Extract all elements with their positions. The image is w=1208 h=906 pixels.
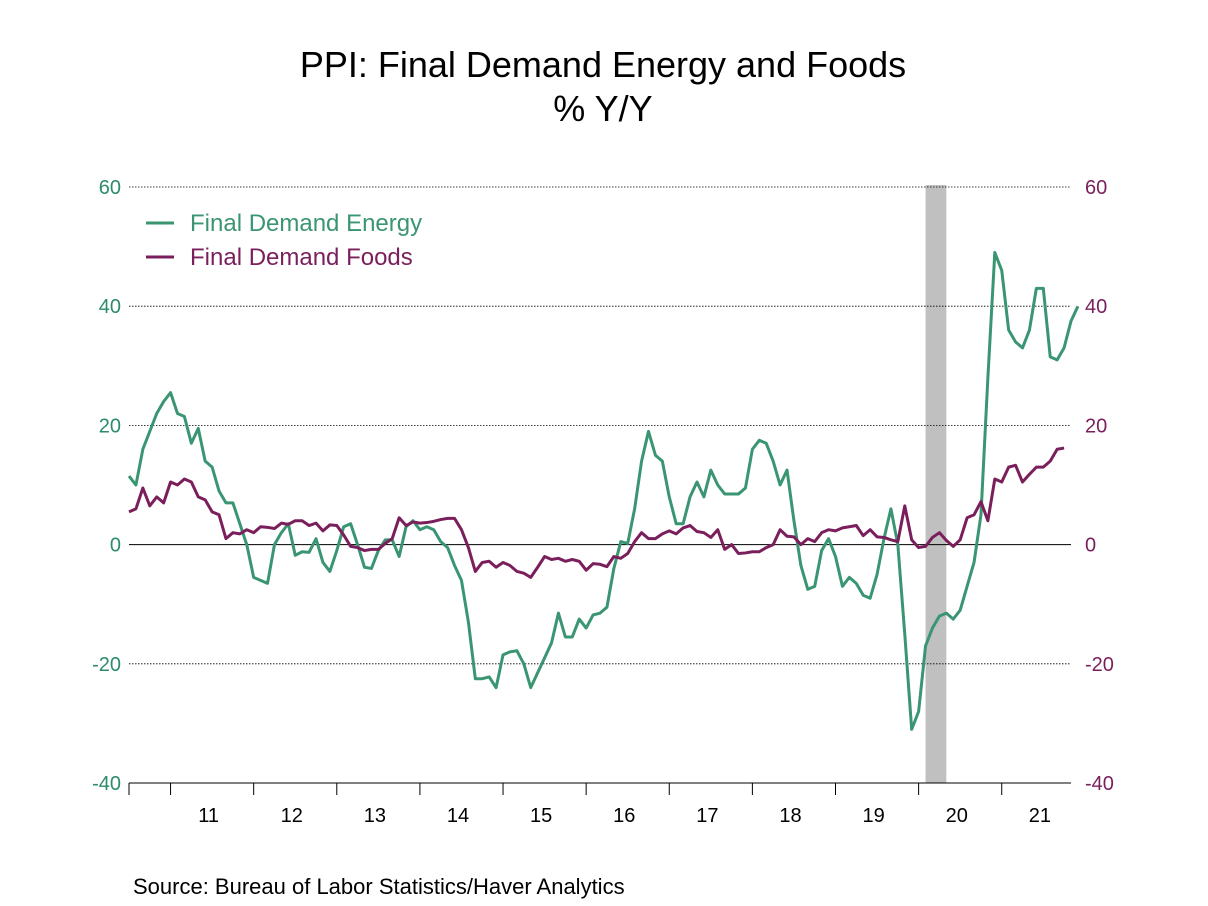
recession-band — [925, 185, 947, 783]
x-tick-label: 19 — [862, 805, 884, 827]
y-tick-label-left: -40 — [92, 773, 121, 795]
x-tick-label: 18 — [779, 805, 801, 827]
x-tick-label: 12 — [281, 805, 303, 827]
axes: 11 12 13 14 15 16 17 18 19 20 21 60 40 20 0 -20 -40 60 40 2… — [92, 177, 1114, 827]
y-tick-label-left: 60 — [99, 177, 121, 199]
y-tick-label-left: 0 — [110, 535, 121, 557]
legend: Final Demand Energy Final Demand Foods — [146, 210, 422, 271]
source-note: Source: Bureau of Labor Statistics/Haver… — [133, 874, 625, 899]
y-tick-label-right: -40 — [1085, 773, 1114, 795]
x-tick-label: 16 — [613, 805, 635, 827]
x-tick-label: 21 — [1029, 805, 1051, 827]
chart-subtitle: % Y/Y — [553, 88, 652, 129]
x-tick-label: 15 — [530, 805, 552, 827]
x-tick-label: 13 — [364, 805, 386, 827]
x-tick-label: 11 — [198, 805, 219, 827]
x-tick-label: 14 — [447, 805, 469, 827]
y-tick-label-right: 20 — [1085, 415, 1107, 437]
legend-label-energy: Final Demand Energy — [190, 210, 422, 237]
y-tick-label-right: 60 — [1085, 177, 1107, 199]
y-tick-label-right: 40 — [1085, 296, 1107, 318]
recession-band-layer — [925, 185, 947, 783]
chart-title: PPI: Final Demand Energy and Foods — [300, 44, 906, 85]
series-line-foods — [128, 446, 1065, 579]
x-tick-label: 20 — [946, 805, 968, 827]
y-tick-label-right: 0 — [1085, 535, 1096, 557]
y-tick-label-left: 40 — [99, 296, 121, 318]
x-tick-label: 17 — [696, 805, 718, 827]
y-tick-label-right: -20 — [1085, 654, 1114, 676]
y-tick-label-left: 20 — [99, 415, 121, 437]
y-tick-label-left: -20 — [92, 654, 121, 676]
grid — [129, 186, 1071, 665]
series-layer — [127, 251, 1080, 731]
legend-label-foods: Final Demand Foods — [190, 244, 413, 271]
